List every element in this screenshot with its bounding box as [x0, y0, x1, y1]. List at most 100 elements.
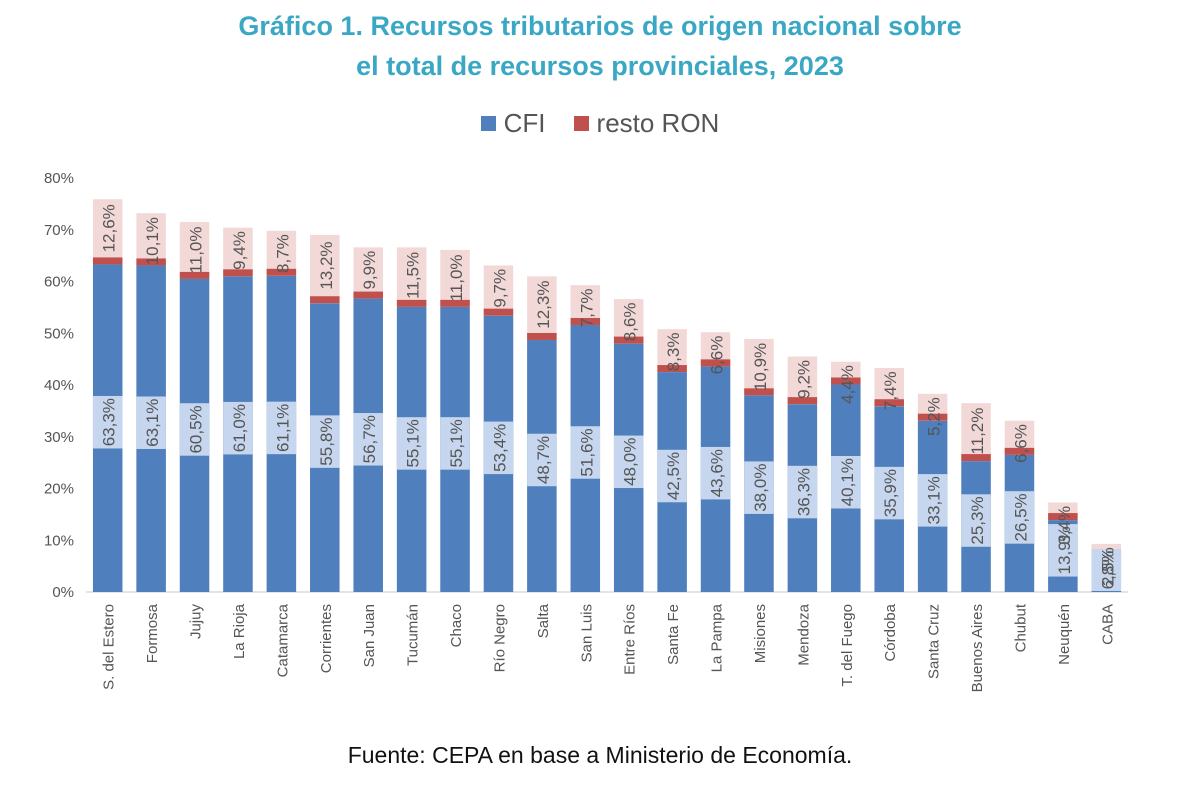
data-label-resto-ron: 8,3% [664, 333, 683, 372]
data-label-box-cfi [440, 417, 470, 470]
chart-title-line-1: Gráfico 1. Recursos tributarios de orige… [238, 11, 962, 41]
data-label-box-cfi [310, 415, 340, 468]
bar-resto-ron-area [310, 234, 340, 304]
data-label-cfi: 56,7% [360, 415, 379, 463]
data-label-box-cfi [92, 395, 123, 449]
legend-label-cfi: CFI [503, 108, 546, 138]
bar-resto-ron [92, 257, 123, 265]
data-label-box-cfi [136, 396, 166, 449]
data-label-box-cfi [961, 494, 991, 547]
data-label-box-cfi [613, 435, 644, 489]
data-label-box-cfi [744, 461, 774, 514]
x-tick-label: T. del Fuego [839, 604, 856, 687]
data-label-cfi: 55,1% [404, 419, 423, 467]
data-label-cfi: 61,1% [273, 404, 292, 452]
bar-resto-ron [310, 296, 340, 304]
legend-item-cfi: CFI [480, 108, 546, 139]
x-tick-label: Corrientes [318, 604, 335, 673]
x-tick-label: Chaco [448, 604, 465, 647]
data-label-cfi: 13,9% [1055, 526, 1074, 574]
bar-resto-ron [700, 359, 731, 367]
data-label-resto-ron: 5,2% [925, 397, 944, 436]
y-tick-label: 20% [44, 481, 74, 498]
bar-resto-ron [961, 454, 991, 462]
x-tick-label: CABA [1099, 604, 1116, 645]
data-label-cfi: 33,1% [925, 476, 944, 524]
data-label-cfi: 60,5% [187, 405, 206, 453]
bar-resto-ron-area [657, 329, 687, 373]
y-tick-label: 50% [44, 325, 74, 342]
data-label-box-cfi [396, 417, 427, 470]
data-label-cfi: 38,0% [751, 464, 770, 512]
data-label-cfi: 51,6% [577, 428, 596, 476]
x-tick-label: Santa Fe [665, 604, 682, 665]
legend-swatch-cfi [480, 116, 496, 131]
data-label-resto-ron: 6,6% [1011, 424, 1030, 463]
chart-legend: CFI resto RON [0, 108, 1200, 139]
data-label-cfi: 63,3% [100, 398, 119, 446]
x-tick-label: La Pampa [709, 603, 726, 672]
x-tick-label: San Luis [578, 604, 595, 662]
data-label-cfi: 40,1% [838, 458, 857, 506]
data-label-cfi: 43,6% [708, 449, 727, 497]
bar-resto-ron-area [92, 199, 123, 265]
bar-resto-ron [483, 308, 514, 316]
data-label-cfi: 42,5% [664, 452, 683, 500]
data-label-resto-ron: 6,6% [708, 336, 727, 375]
bar-resto-ron [527, 332, 557, 340]
data-label-resto-ron: 8,7% [273, 234, 292, 273]
y-tick-label: 70% [44, 222, 74, 239]
bar-resto-ron [396, 299, 427, 307]
bar-resto-ron [179, 271, 210, 279]
data-label-cfi: 6,8% [1098, 551, 1117, 590]
x-tick-label: Buenos Aires [969, 604, 986, 692]
data-label-resto-ron: 11,0% [447, 254, 466, 301]
data-label-resto-ron: 9,2% [794, 360, 813, 399]
bar-resto-ron-area [353, 247, 383, 299]
data-label-resto-ron: 4,4% [838, 365, 857, 404]
bar-resto-ron-area [223, 227, 253, 277]
data-label-resto-ron: 10,9% [751, 343, 770, 391]
data-label-cfi: 25,3% [968, 496, 987, 544]
bar-resto-ron [266, 268, 297, 276]
bar-resto-ron [874, 399, 904, 407]
stacked-bar-chart: 0% 10% 20% 30% 40% 50% 60% 70% 80% 63,3% 12,6% S. d… [44, 170, 1128, 692]
data-label-box-cfi [700, 446, 731, 500]
bar-resto-ron [657, 365, 687, 373]
bar-resto-ron-area [179, 221, 210, 279]
bar-resto-ron [136, 258, 166, 266]
legend-label-resto-ron: resto RON [596, 108, 720, 138]
bar-resto-ron-area [787, 356, 818, 405]
y-tick-label: 60% [44, 274, 74, 291]
data-label-box-cfi [1048, 524, 1078, 577]
x-tick-label: Santa Cruz [926, 604, 943, 679]
data-label-resto-ron: 10,1% [143, 217, 162, 265]
data-label-box-cfi [527, 433, 557, 487]
x-tick-label: Salta [535, 603, 552, 638]
data-label-cfi: 55,1% [447, 419, 466, 467]
data-label-box-cfi [874, 466, 904, 520]
x-tick-label: Río Negro [491, 604, 508, 672]
bar-resto-ron-area [440, 249, 470, 307]
x-tick-label: Neuquén [1056, 604, 1073, 665]
data-label-resto-ron: 8,6% [621, 303, 640, 342]
data-label-cfi: 55,8% [317, 418, 336, 466]
data-label-cfi: 48,0% [621, 438, 640, 486]
x-tick-label: Jujuy [188, 604, 205, 640]
bar-resto-ron [1048, 513, 1078, 521]
x-tick-label: Entre Ríos [622, 604, 639, 675]
bar-resto-ron-area [396, 247, 427, 307]
y-tick-label: 0% [52, 584, 74, 601]
x-tick-label: S. del Estero [101, 604, 118, 690]
y-tick-label: 10% [44, 532, 74, 549]
data-label-cfi: 26,5% [1011, 493, 1030, 541]
legend-item-resto-ron: resto RON [573, 108, 720, 139]
y-tick-label: 40% [44, 377, 74, 394]
data-label-resto-ron: 2,5% [1098, 547, 1117, 586]
data-label-cfi: 48,7% [534, 436, 553, 484]
data-label-resto-ron: 7,7% [577, 289, 596, 328]
data-label-resto-ron: 3,4% [1055, 506, 1074, 545]
data-label-box-cfi [831, 455, 861, 509]
data-label-box-cfi [570, 426, 601, 479]
bar-resto-ron [744, 388, 774, 396]
